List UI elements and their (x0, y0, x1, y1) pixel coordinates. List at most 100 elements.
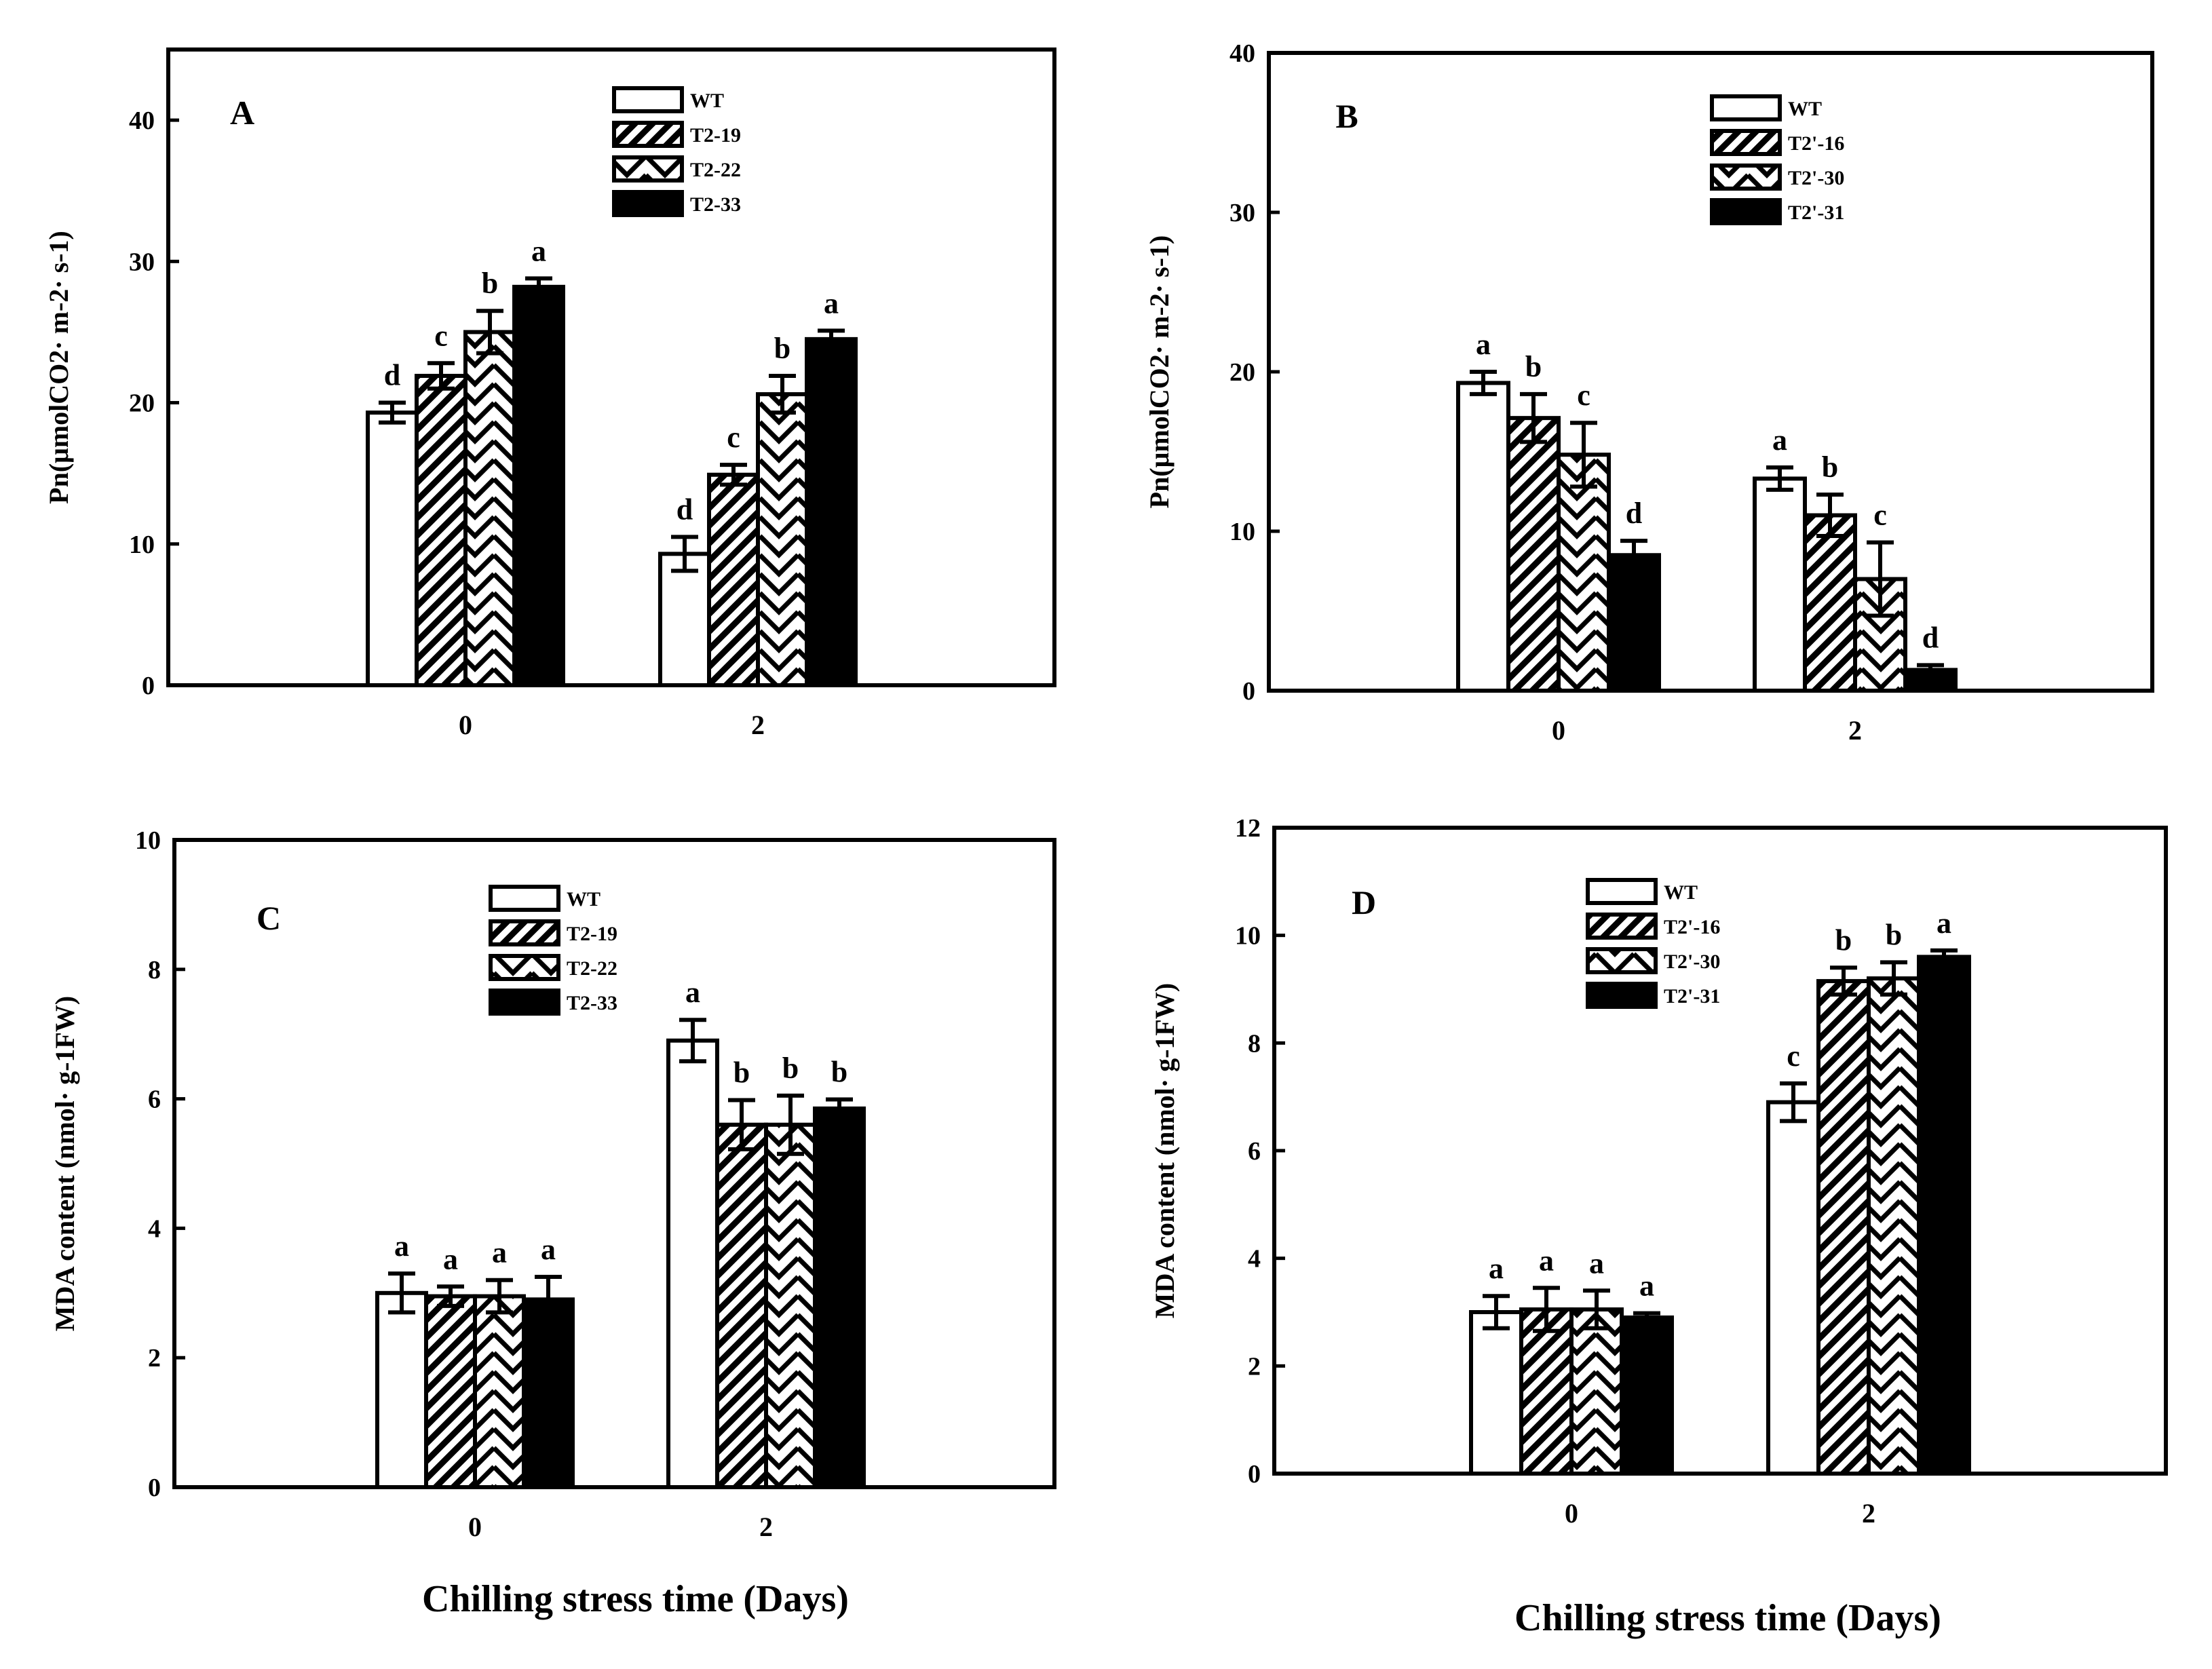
x-tick-label: 2 (1848, 715, 1862, 746)
bar (1506, 416, 1561, 693)
legend-swatch (489, 885, 560, 912)
significance-letter: a (541, 1233, 556, 1266)
legend-label: T2'-31 (1664, 985, 1720, 1008)
significance-letter: a (531, 234, 546, 267)
y-tick-label: 10 (129, 531, 155, 559)
bar (707, 472, 760, 687)
significance-letter: b (733, 1056, 750, 1090)
bar (1867, 976, 1921, 1476)
significance-letter: b (1835, 923, 1852, 957)
significance-letter: a (1772, 423, 1787, 457)
legend: WT T2'-16 T2'-30 T2'-31 (1586, 878, 1720, 1009)
legend: WT T2-19 T2-22 T2-33 (489, 885, 617, 1016)
x-tick-label: 0 (468, 1512, 482, 1542)
bar (1917, 955, 1971, 1476)
significance-letter: d (1922, 621, 1939, 654)
significance-letter: a (1489, 1252, 1504, 1285)
legend-label: T2-22 (690, 159, 741, 181)
y-tick-label: 0 (1242, 677, 1255, 706)
bar (415, 373, 468, 687)
legend-swatch (1586, 982, 1658, 1009)
legend: WT T2-19 T2-22 T2-33 (612, 86, 741, 217)
bar (375, 1290, 428, 1490)
significance-letter: b (774, 332, 790, 365)
y-tick-label: 6 (1248, 1137, 1261, 1166)
significance-letter: b (482, 267, 498, 300)
bar (756, 392, 809, 687)
panel-B: 0 10 20 30 40 Pn(μmolCO2· m-2· s-1) B 0 2 a a b b c c d… (1144, 39, 2154, 746)
x-tick-label: 0 (1552, 715, 1565, 746)
bar (813, 1106, 866, 1490)
legend-label: WT (1788, 98, 1822, 120)
y-tick-label: 0 (142, 672, 155, 700)
bar (1620, 1315, 1674, 1476)
legend-swatch (1586, 878, 1658, 905)
y-axis-label: Pn(μmolCO2· m-2· s-1) (43, 231, 74, 504)
y-tick-label: 6 (148, 1086, 161, 1114)
y-tick-label: 8 (1248, 1029, 1261, 1058)
legend-swatch (612, 86, 684, 113)
significance-letter: d (1626, 497, 1642, 530)
bar (522, 1297, 575, 1489)
legend-label: T2-22 (567, 957, 617, 980)
y-tick-label: 10 (1229, 518, 1255, 546)
panel-letter: D (1352, 883, 1376, 921)
legend-label: T2-19 (567, 923, 617, 945)
significance-letter: c (1577, 379, 1590, 412)
significance-letter: c (434, 319, 448, 352)
panel-letter: B (1335, 97, 1358, 135)
bar (473, 1294, 526, 1489)
y-tick-label: 8 (148, 956, 161, 984)
bar (1557, 453, 1611, 693)
significance-letter: a (824, 286, 839, 320)
significance-letter: a (1476, 328, 1491, 361)
significance-letter: d (676, 493, 693, 526)
significance-letter: b (782, 1052, 799, 1085)
y-tick-label: 4 (148, 1214, 161, 1243)
x-tick-label: 2 (751, 710, 765, 740)
significance-letter: a (1937, 906, 1951, 940)
legend-swatch (1710, 129, 1782, 156)
y-tick-label: 40 (1229, 39, 1255, 68)
x-axis-label-right: Chilling stress time (Days) (1514, 1597, 1941, 1639)
bar (658, 552, 711, 687)
legend-swatch (1710, 94, 1782, 121)
bar (424, 1294, 477, 1489)
significance-letter: a (1589, 1246, 1604, 1280)
bar (1569, 1307, 1624, 1476)
x-tick-label: 2 (759, 1512, 773, 1542)
legend-label: T2'-30 (1788, 167, 1844, 189)
panel-letter: A (230, 94, 254, 132)
bar (1803, 513, 1857, 693)
y-axis-label: Pn(μmolCO2· m-2· s-1) (1144, 235, 1175, 509)
significance-letter: a (443, 1242, 458, 1275)
legend-swatch (1710, 164, 1782, 191)
bar (463, 330, 516, 687)
y-tick-label: 0 (148, 1474, 161, 1502)
y-tick-label: 12 (1235, 814, 1261, 843)
y-tick-label: 10 (1235, 922, 1261, 951)
legend-label: WT (567, 888, 600, 910)
legend-label: WT (1664, 881, 1698, 904)
legend-label: T2'-30 (1664, 951, 1720, 973)
y-tick-label: 10 (135, 826, 161, 855)
bar (764, 1122, 817, 1489)
legend-label: T2'-16 (1788, 132, 1844, 155)
bar (1607, 553, 1661, 693)
legend-swatch (1586, 913, 1658, 940)
legend-label: T2-33 (690, 193, 741, 216)
legend-swatch (612, 121, 684, 148)
legend-label: T2'-31 (1788, 202, 1844, 224)
y-tick-label: 40 (129, 107, 155, 135)
y-tick-label: 0 (1248, 1460, 1261, 1489)
plot-frame (172, 838, 1056, 1489)
y-tick-label: 4 (1248, 1245, 1261, 1273)
significance-letter: a (394, 1229, 409, 1263)
legend-label: T2-19 (690, 124, 741, 147)
significance-letter: a (685, 976, 700, 1009)
bar (1753, 476, 1807, 693)
bar (1816, 979, 1871, 1476)
legend-label: WT (690, 90, 724, 112)
